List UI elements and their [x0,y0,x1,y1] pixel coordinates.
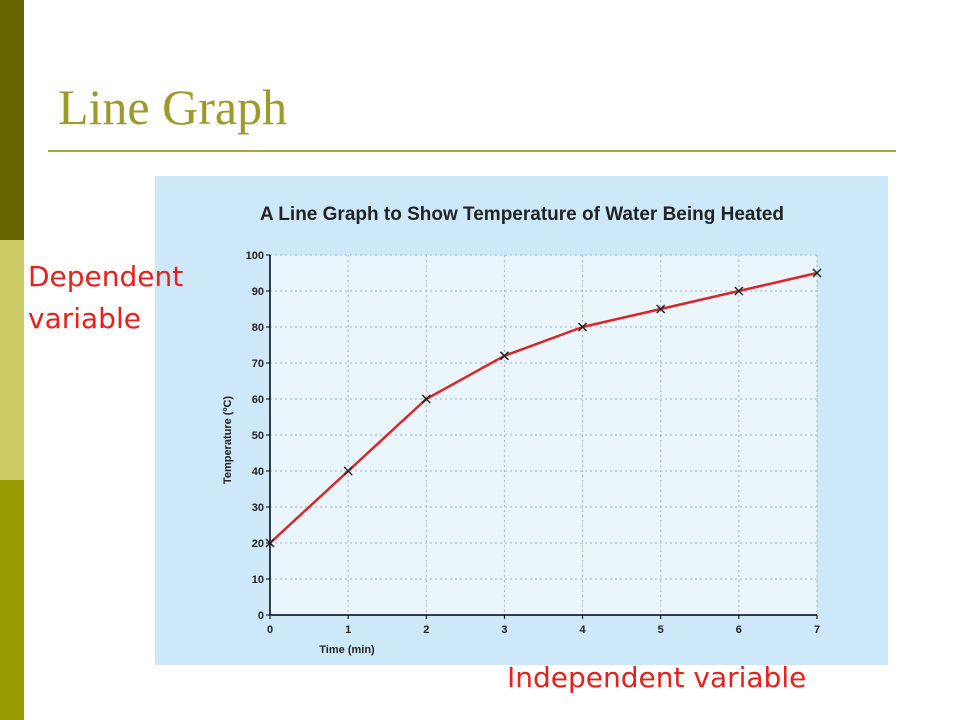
side-bar [0,240,24,480]
plot-area [270,255,817,615]
x-tick-label: 3 [501,624,507,636]
marker-stroke [812,268,822,278]
marker-stroke [343,466,353,476]
marker-stroke [734,286,744,296]
x-tick-label: 0 [267,624,273,636]
x-tick-label: 5 [658,624,664,636]
data-point [343,466,353,476]
title-rule [48,150,896,152]
data-point [656,304,666,314]
marker-stroke [499,351,509,361]
y-axis-label: Temperature (ºC) [222,396,234,484]
x-tick-label: 6 [736,624,742,636]
side-bar [0,480,24,720]
data-point [578,322,588,332]
y-tick-label: 100 [246,250,264,262]
y-tick-label: 0 [258,610,264,622]
side-bar [0,0,24,240]
x-tick-label: 4 [580,624,587,636]
y-tick-label: 60 [252,394,264,406]
data-point [499,351,509,361]
x-tick-label: 2 [423,624,429,636]
chart-title: A Line Graph to Show Temperature of Wate… [260,204,784,225]
data-line [269,271,818,544]
x-axis-label: Time (min) [319,644,375,656]
x-tick-label: 7 [814,624,820,636]
y-tick-label: 90 [252,286,264,298]
annotation: Independent variable [507,661,807,694]
x-tick-label: 1 [345,624,351,636]
y-tick-label: 70 [252,358,264,370]
data-point [421,394,431,404]
marker-stroke [578,322,588,332]
annotation: Dependent variable [28,260,184,335]
marker-stroke [421,394,431,404]
data-point [734,286,744,296]
marker-stroke [656,304,666,314]
data-point [265,538,275,548]
y-tick-label: 40 [252,466,264,478]
slide-title: Line Graph [58,79,288,135]
data-point [812,268,822,278]
y-tick-label: 30 [252,502,264,514]
y-tick-label: 20 [252,538,264,550]
y-tick-label: 80 [252,322,264,334]
y-tick-label: 50 [252,430,264,442]
marker-stroke [265,538,275,548]
y-tick-label: 10 [252,574,264,586]
